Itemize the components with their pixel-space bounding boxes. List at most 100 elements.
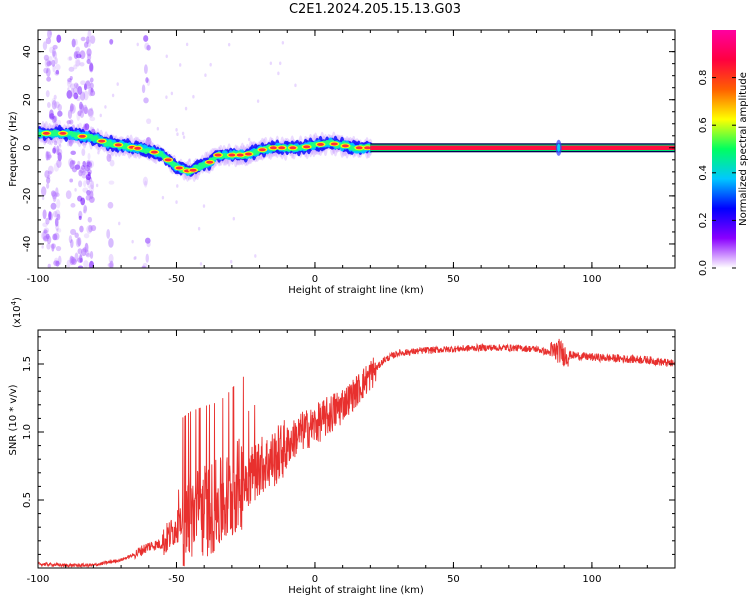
spectrogram-noise-speckle — [170, 91, 174, 96]
spectrogram-noise-speckle — [44, 170, 50, 179]
snr-frame — [37, 329, 676, 569]
snr-content — [38, 338, 675, 568]
spectrogram-noise-speckle — [86, 225, 93, 234]
spectrogram-content — [38, 30, 675, 268]
spectrogram-noise-speckle — [77, 248, 83, 255]
spectrogram-noise-speckle — [87, 152, 91, 161]
colorbar-tick-label: 0.4 — [698, 165, 709, 181]
spectrogram-noise-speckle — [90, 224, 97, 232]
spectrogram-noise-speckle — [109, 260, 114, 268]
spectrogram-ridge-hotspot — [341, 144, 349, 148]
spectrogram-noise-speckle — [68, 158, 74, 167]
spectrogram-noise-speckle — [78, 169, 83, 177]
spectrogram-noise-speckle — [87, 178, 91, 189]
spectrogram-noise-speckle — [46, 242, 51, 250]
spectrogram-ridge-hotspot — [114, 143, 122, 147]
spectrogram-noise-speckle — [42, 230, 48, 241]
spectrogram-noise-speckle — [68, 139, 73, 147]
spectrogram-noise-speckle — [144, 42, 150, 51]
spectrogram-noise-speckle — [107, 201, 114, 209]
spectrogram-noise-speckle — [77, 110, 82, 117]
spectrogram-noise-speckle — [75, 46, 81, 53]
spectrogram-noise-speckle — [66, 259, 71, 268]
spectrogram-noise-speckle — [54, 57, 58, 65]
snr-y-multiplier-close: ) — [12, 297, 23, 301]
spectrogram-noise-speckle — [68, 66, 75, 72]
spectrogram-noise-speckle — [78, 103, 85, 112]
spectrogram-noise-speckle — [52, 210, 58, 218]
spectrogram-noise-speckle — [87, 108, 94, 118]
spectrogram-noise-speckle — [142, 176, 149, 186]
spectrogram-noise-speckle — [65, 190, 72, 200]
spectrogram-noise-speckle — [52, 147, 57, 154]
spectrogram-noise-speckle — [71, 38, 76, 48]
spectrogram-noise-speckle — [48, 60, 53, 66]
spectrogram-noise-speckle — [49, 109, 54, 119]
spectrogram-noise-speckle — [77, 160, 81, 166]
spectrogram-noise-speckle — [41, 245, 44, 249]
spectrogram-noise-speckle — [146, 78, 151, 86]
colorbar-tick-label: 0.8 — [698, 70, 709, 86]
spectrogram-noise-speckle — [178, 63, 182, 67]
spectrogram-noise-speckle — [69, 255, 75, 266]
spectrogram-noise-speckle — [56, 213, 61, 221]
spectrogram-noise-speckle — [56, 159, 62, 168]
spectrogram-noise-speckle — [83, 104, 88, 115]
snr-x-axis-label: Height of straight line (km) — [288, 585, 424, 596]
spectrogram-noise-speckle — [72, 87, 79, 95]
spectrogram-noise-speckle — [116, 82, 119, 86]
spectrogram-noise-speckle — [57, 255, 62, 266]
spectrogram-x-tick-label: -100 — [27, 274, 50, 285]
spectrogram-noise-speckle — [43, 235, 49, 242]
spectrogram-noise-speckle — [51, 98, 56, 106]
spectrogram-noise-speckle — [52, 48, 56, 57]
spectrogram-noise-speckle — [89, 77, 94, 83]
spectrogram-noise-speckle — [75, 51, 81, 58]
spectrogram-noise-speckle — [85, 80, 91, 89]
snr-y-tick-label: 1.0 — [22, 424, 33, 440]
spectrogram-noise-speckle — [79, 91, 86, 101]
spectrogram-noise-speckle — [52, 233, 58, 241]
spectrogram-noise-speckle — [89, 190, 94, 200]
spectrogram-noise-speckle — [48, 211, 53, 221]
spectrogram-noise-speckle — [146, 137, 151, 142]
spectrogram-noise-speckle — [85, 80, 92, 87]
spectrogram-noise-speckle — [49, 46, 55, 54]
spectrogram-noise-speckle — [66, 78, 72, 88]
spectrogram-noise-speckle — [47, 30, 52, 39]
spectrogram-noise-speckle — [56, 228, 59, 232]
spectrogram-noise-speckle — [47, 101, 51, 108]
spectrogram-noise-speckle — [232, 216, 236, 221]
spectrogram-noise-speckle — [51, 59, 56, 67]
spectrogram-noise-speckle — [69, 83, 76, 90]
spectrogram-noise-speckle — [70, 88, 75, 97]
spectrogram-noise-speckle — [165, 54, 168, 59]
spectrogram-noise-speckle — [82, 187, 89, 193]
spectrogram-noise-speckle — [145, 237, 151, 244]
spectrogram-noise-speckle — [73, 82, 79, 88]
spectrogram-noise-speckle — [90, 180, 95, 190]
spectrogram-noise-speckle — [81, 148, 86, 156]
spectrogram-noise-speckle — [66, 90, 73, 99]
spectrogram-noise-speckle — [89, 82, 94, 89]
spectrogram-noise-speckle — [55, 69, 60, 75]
spectrogram-ridge-hotspot — [236, 153, 244, 157]
spectrogram-noise-speckle — [281, 40, 285, 45]
snr-y-axis-label: SNR (10 * v/v) — [8, 384, 19, 455]
spectrogram-noise-speckle — [199, 262, 203, 266]
spectrogram-noise-speckle — [104, 105, 107, 109]
spectrogram-noise-speckle — [78, 215, 82, 221]
spectrogram-noise-speckle — [81, 170, 87, 179]
spectrogram-y-tick-label: 40 — [22, 45, 33, 58]
spectrogram-noise-speckle — [49, 31, 53, 36]
spectrogram-noise-speckle — [197, 226, 201, 231]
spectrogram-y-tick-label: 0 — [22, 145, 33, 151]
spectrogram-noise-speckle — [77, 265, 84, 268]
spectrogram-noise-speckle — [43, 229, 48, 234]
spectrogram-noise-speckle — [83, 106, 89, 115]
spectrogram-noise-speckle — [57, 104, 62, 112]
spectrogram-y-tick-label: 20 — [22, 93, 33, 106]
spectrogram-ticks: -100 -50 0 50 100 -40 -20 0 20 40 — [22, 30, 676, 285]
spectrogram-ridge-hotspot — [278, 146, 286, 150]
